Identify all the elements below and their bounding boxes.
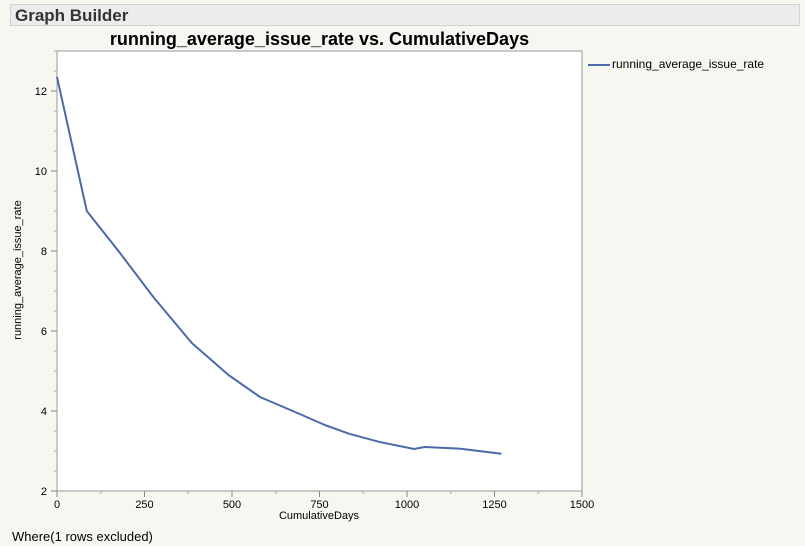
y-tick-label: 6 xyxy=(41,326,47,338)
x-tick-label: 250 xyxy=(135,499,153,511)
y-tick-label: 10 xyxy=(35,166,47,178)
x-tick-label: 750 xyxy=(310,499,328,511)
x-tick-label: 1250 xyxy=(482,499,506,511)
x-tick-label: 0 xyxy=(54,499,60,511)
y-tick-label: 4 xyxy=(41,406,47,418)
y-axis-label: running_average_issue_rate xyxy=(12,200,24,340)
rows-excluded-note: Where(1 rows excluded) xyxy=(12,529,153,544)
legend-swatch xyxy=(588,63,610,66)
legend-label: running_average_issue_rate xyxy=(612,57,765,71)
header-title: Graph Builder xyxy=(15,6,129,25)
y-tick-label: 2 xyxy=(41,486,47,498)
chart-title: running_average_issue_rate vs. Cumulativ… xyxy=(109,29,530,49)
graph-builder-header: Graph Builder xyxy=(10,4,800,26)
x-tick-label: 500 xyxy=(223,499,241,511)
x-tick-label: 1500 xyxy=(570,499,594,511)
x-axis-label: CumulativeDays xyxy=(278,510,360,522)
plot-frame xyxy=(56,50,583,492)
y-tick-label: 12 xyxy=(35,86,47,98)
x-tick-label: 1000 xyxy=(395,499,419,511)
legend[interactable]: running_average_issue_rate xyxy=(588,57,764,71)
series-line xyxy=(56,76,502,455)
y-tick-label: 8 xyxy=(41,246,47,258)
